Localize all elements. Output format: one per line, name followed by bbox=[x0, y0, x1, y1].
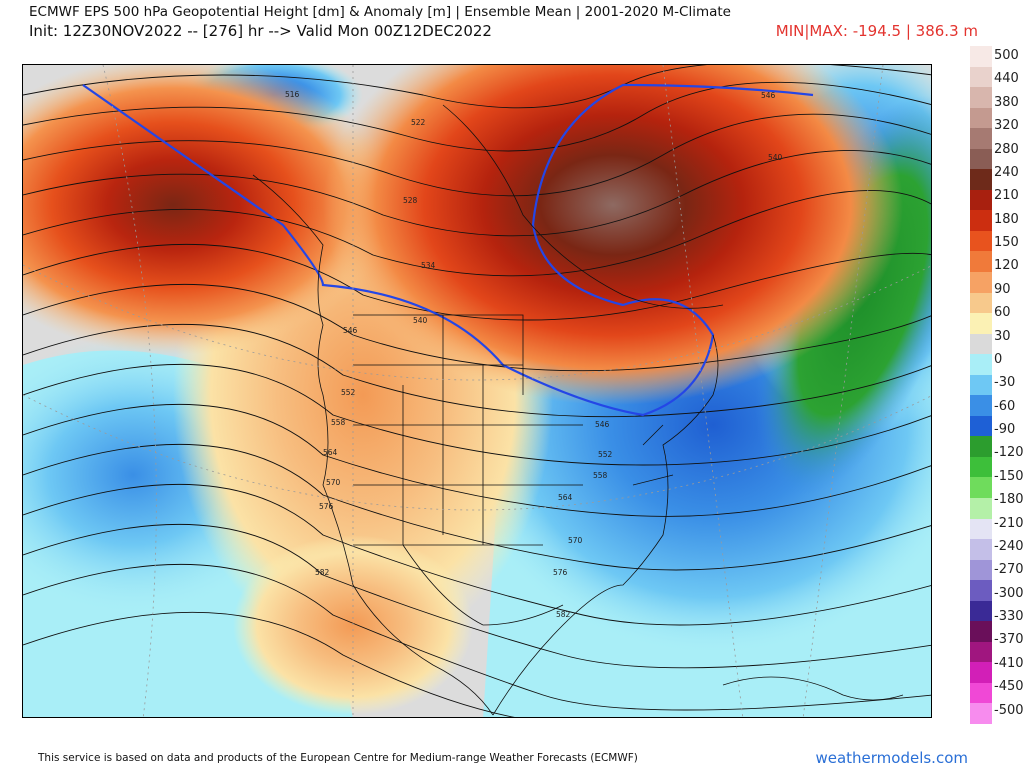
contour-label: 576 bbox=[319, 502, 334, 511]
colorbar-swatch bbox=[970, 621, 992, 643]
colorbar-swatch bbox=[970, 641, 992, 663]
colorbar-label: -450 bbox=[994, 679, 1024, 695]
colorbar-label: -150 bbox=[994, 468, 1024, 484]
colorbar-label: -30 bbox=[994, 375, 1016, 391]
colorbar-label: 60 bbox=[994, 305, 1011, 321]
colorbar-label: 210 bbox=[994, 188, 1019, 204]
colorbar-label: 150 bbox=[994, 235, 1019, 251]
colorbar-swatch bbox=[970, 518, 992, 540]
colorbar-swatch bbox=[970, 415, 992, 437]
contour-label: 516 bbox=[285, 90, 300, 99]
colorbar-swatch bbox=[970, 210, 992, 232]
data-credit: This service is based on data and produc… bbox=[38, 752, 638, 764]
contour-label: 546 bbox=[595, 420, 610, 429]
colorbar-swatch bbox=[970, 128, 992, 150]
colorbar-label: 90 bbox=[994, 281, 1011, 297]
colorbar-swatch bbox=[970, 66, 992, 88]
colorbar-swatch bbox=[970, 477, 992, 499]
colorbar-label: -90 bbox=[994, 422, 1016, 438]
colorbar-label: -210 bbox=[994, 515, 1024, 531]
colorbar-swatch bbox=[970, 87, 992, 109]
contour-label: 552 bbox=[598, 450, 613, 459]
colorbar-label: 120 bbox=[994, 258, 1019, 274]
colorbar-swatch bbox=[970, 272, 992, 294]
colorbar-swatch bbox=[970, 374, 992, 396]
contour-label: 546 bbox=[761, 91, 776, 100]
contour-label: 570 bbox=[326, 478, 341, 487]
contour-label: 534 bbox=[421, 261, 436, 270]
colorbar-label: -180 bbox=[994, 492, 1024, 508]
colorbar-swatch bbox=[970, 559, 992, 581]
contour-label: 558 bbox=[593, 471, 608, 480]
colorbar-swatch bbox=[970, 703, 992, 725]
colorbar-label: 180 bbox=[994, 211, 1019, 227]
colorbar-swatch bbox=[970, 498, 992, 520]
colorbar-label: -240 bbox=[994, 538, 1024, 554]
colorbar-label: 240 bbox=[994, 164, 1019, 180]
contour-label: 576 bbox=[553, 568, 568, 577]
colorbar-swatch bbox=[970, 313, 992, 335]
colorbar-swatch bbox=[970, 662, 992, 684]
contour-label: 582 bbox=[315, 568, 330, 577]
colorbar-label: -60 bbox=[994, 398, 1016, 414]
colorbar-swatch bbox=[970, 230, 992, 252]
colorbar-label: -500 bbox=[994, 702, 1024, 718]
contour-label: 546 bbox=[343, 326, 358, 335]
anomaly-map: 516 522 528 534 540 546 552 558 564 570 576 582 546 5… bbox=[22, 64, 932, 718]
colorbar-swatch bbox=[970, 46, 992, 68]
colorbar-swatch bbox=[970, 539, 992, 561]
colorbar-swatch bbox=[970, 292, 992, 314]
min-max-readout: MIN|MAX: -194.5 | 386.3 m bbox=[775, 22, 978, 40]
colorbar-label: -370 bbox=[994, 632, 1024, 648]
colorbar-label: 0 bbox=[994, 351, 1003, 367]
colorbar-swatch bbox=[970, 333, 992, 355]
contour-label: 552 bbox=[341, 388, 356, 397]
map-title: ECMWF EPS 500 hPa Geopotential Height [d… bbox=[29, 4, 731, 20]
contour-label: 540 bbox=[413, 316, 428, 325]
anomaly-colorbar bbox=[970, 46, 992, 725]
colorbar-swatch bbox=[970, 395, 992, 417]
colorbar-swatch bbox=[970, 107, 992, 129]
colorbar-label: -330 bbox=[994, 609, 1024, 625]
contour-label: 528 bbox=[403, 196, 418, 205]
colorbar-label: 380 bbox=[994, 94, 1019, 110]
colorbar-swatch bbox=[970, 251, 992, 273]
colorbar-swatch bbox=[970, 456, 992, 478]
colorbar-label: 320 bbox=[994, 118, 1019, 134]
colorbar-label: 500 bbox=[994, 48, 1019, 63]
colorbar-label: 440 bbox=[994, 71, 1019, 87]
contour-label: 540 bbox=[768, 153, 783, 162]
contour-label: 582 bbox=[556, 610, 571, 619]
colorbar-label: 280 bbox=[994, 141, 1019, 157]
colorbar-label: 30 bbox=[994, 328, 1011, 344]
contour-label: 558 bbox=[331, 418, 346, 427]
colorbar-swatch bbox=[970, 169, 992, 191]
colorbar-label: -300 bbox=[994, 585, 1024, 601]
colorbar-swatch bbox=[970, 580, 992, 602]
contour-label: 570 bbox=[568, 536, 583, 545]
colorbar-label: -120 bbox=[994, 445, 1024, 461]
contour-label: 564 bbox=[323, 448, 338, 457]
colorbar-swatch bbox=[970, 600, 992, 622]
colorbar-swatch bbox=[970, 189, 992, 211]
colorbar-swatch bbox=[970, 354, 992, 376]
brand-link[interactable]: weathermodels.com bbox=[815, 749, 968, 767]
colorbar-label: -410 bbox=[994, 655, 1024, 671]
colorbar-label: -270 bbox=[994, 562, 1024, 578]
init-valid-time: Init: 12Z30NOV2022 -- [276] hr --> Valid… bbox=[29, 22, 492, 40]
colorbar-swatch bbox=[970, 148, 992, 170]
colorbar-swatch bbox=[970, 436, 992, 458]
contour-label: 522 bbox=[411, 118, 426, 127]
contour-label: 564 bbox=[558, 493, 573, 502]
colorbar-swatch bbox=[970, 682, 992, 704]
